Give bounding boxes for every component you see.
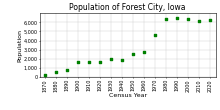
- Point: [109, 58, 113, 60]
- Point: [175, 17, 179, 19]
- Point: [164, 18, 168, 20]
- Point: [186, 18, 190, 20]
- Point: [208, 20, 212, 21]
- Y-axis label: Population: Population: [17, 29, 22, 62]
- Point: [43, 74, 47, 76]
- Point: [120, 59, 124, 61]
- Point: [76, 61, 80, 62]
- Title: Population of Forest City, Iowa: Population of Forest City, Iowa: [69, 3, 186, 12]
- Point: [98, 61, 102, 63]
- Point: [65, 69, 69, 71]
- Point: [153, 34, 157, 36]
- Point: [197, 21, 201, 22]
- Point: [142, 51, 146, 53]
- X-axis label: Census Year: Census Year: [108, 93, 147, 98]
- Point: [87, 61, 91, 63]
- Point: [131, 53, 135, 55]
- Point: [54, 71, 58, 72]
